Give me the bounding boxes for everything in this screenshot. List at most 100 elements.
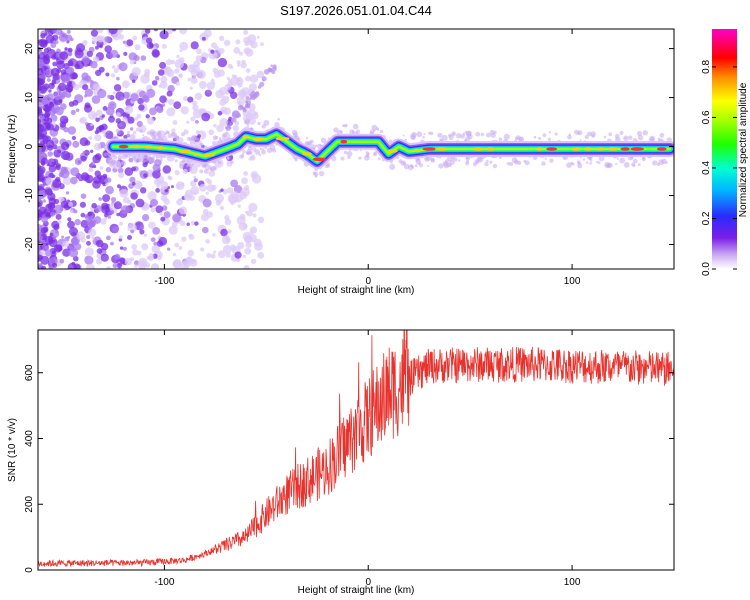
noise-point xyxy=(182,168,188,174)
noise-point xyxy=(542,133,547,138)
noise-point xyxy=(227,193,238,204)
noise-point xyxy=(99,166,104,170)
noise-point xyxy=(246,151,250,155)
x-tick-label: 0 xyxy=(365,577,371,588)
noise-point xyxy=(186,120,190,125)
noise-point xyxy=(549,158,554,163)
noise-point xyxy=(99,44,103,49)
noise-point xyxy=(598,155,605,162)
noise-point xyxy=(80,79,84,83)
noise-point xyxy=(194,92,203,101)
noise-point xyxy=(632,164,636,168)
noise-point xyxy=(84,94,88,98)
noise-point xyxy=(38,224,42,231)
noise-point xyxy=(554,132,558,136)
spectrogram-xlabel: Height of straight line (km) xyxy=(298,285,415,296)
noise-point xyxy=(150,237,156,243)
noise-point xyxy=(59,258,65,264)
noise-point xyxy=(67,236,70,239)
noise-point xyxy=(119,246,124,250)
noise-point xyxy=(460,134,466,139)
noise-point xyxy=(636,130,643,137)
noise-point xyxy=(174,68,180,74)
noise-point xyxy=(124,257,132,266)
noise-point xyxy=(151,244,160,254)
noise-point xyxy=(226,156,230,160)
ridge-hotspot xyxy=(156,146,165,150)
noise-point xyxy=(48,265,53,269)
chart-title: S197.2026.051.01.04.C44 xyxy=(280,3,432,18)
noise-point xyxy=(174,242,179,248)
noise-point xyxy=(173,135,180,141)
noise-point xyxy=(333,127,339,133)
noise-point xyxy=(619,157,626,164)
noise-point xyxy=(180,106,189,115)
noise-point xyxy=(48,164,57,173)
noise-point xyxy=(42,199,46,203)
noise-point xyxy=(183,95,189,102)
noise-point xyxy=(239,191,247,200)
noise-point xyxy=(51,159,55,163)
noise-point xyxy=(75,60,85,69)
noise-point xyxy=(250,155,256,161)
noise-point xyxy=(129,176,136,183)
noise-point xyxy=(219,205,225,211)
noise-point xyxy=(145,157,150,162)
noise-point xyxy=(230,244,236,251)
noise-point xyxy=(80,193,87,199)
noise-point xyxy=(50,42,57,49)
noise-point xyxy=(232,124,240,132)
ridge-hotspot xyxy=(620,147,630,151)
noise-point xyxy=(237,104,244,111)
noise-point xyxy=(259,147,263,151)
noise-point xyxy=(245,96,250,101)
noise-point xyxy=(130,192,138,200)
noise-point xyxy=(131,181,136,186)
noise-point xyxy=(261,149,266,155)
noise-point xyxy=(486,132,491,138)
noise-point xyxy=(79,201,86,208)
noise-point xyxy=(503,133,510,140)
noise-point xyxy=(210,49,215,54)
noise-point xyxy=(250,41,258,49)
noise-point xyxy=(547,137,552,141)
ridge-hotspot xyxy=(584,147,593,151)
noise-point xyxy=(248,117,256,125)
noise-point xyxy=(200,213,209,222)
noise-point xyxy=(244,118,251,125)
noise-point xyxy=(152,227,161,235)
noise-point xyxy=(38,197,41,202)
noise-point xyxy=(124,167,134,176)
ridge-hotspot xyxy=(178,149,192,154)
noise-point xyxy=(79,116,87,124)
noise-point xyxy=(141,243,149,251)
noise-point xyxy=(181,132,185,137)
noise-point xyxy=(224,39,231,47)
noise-point xyxy=(61,150,71,161)
noise-point xyxy=(465,159,469,163)
noise-point xyxy=(373,152,377,157)
noise-point xyxy=(415,159,421,165)
noise-point xyxy=(82,151,86,155)
noise-point xyxy=(208,129,215,136)
ridge-hotspot xyxy=(118,144,129,149)
noise-point xyxy=(48,89,52,93)
noise-point xyxy=(38,191,42,197)
noise-point xyxy=(250,258,257,264)
noise-point xyxy=(82,40,88,46)
noise-point xyxy=(94,134,102,142)
noise-point xyxy=(200,247,205,252)
noise-point xyxy=(149,157,156,164)
noise-point xyxy=(117,158,121,161)
noise-point xyxy=(139,225,145,230)
noise-point xyxy=(475,160,479,163)
noise-point xyxy=(170,185,174,189)
noise-point xyxy=(90,161,96,166)
noise-point xyxy=(122,116,127,122)
noise-point xyxy=(257,216,265,224)
noise-point xyxy=(134,44,141,51)
noise-point xyxy=(51,54,57,60)
noise-point xyxy=(237,204,241,208)
noise-point xyxy=(85,263,95,269)
noise-point xyxy=(190,186,200,196)
